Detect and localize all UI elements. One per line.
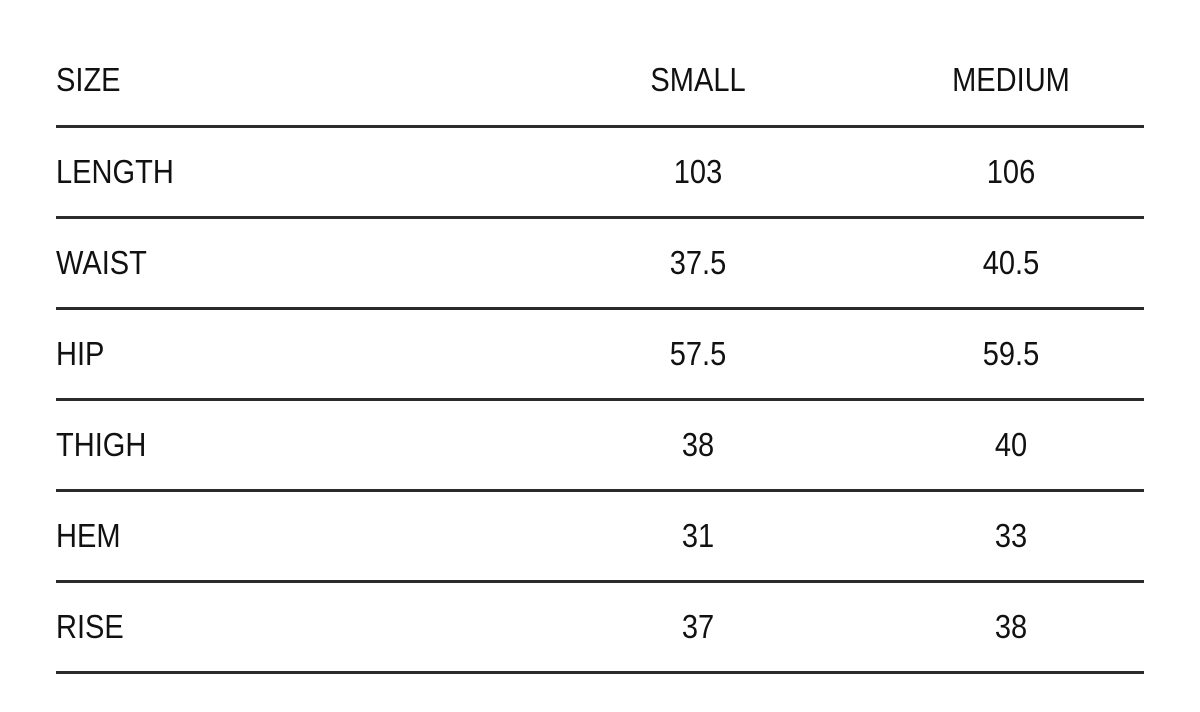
medium-value: 59.5	[982, 335, 1040, 372]
small-value: 103	[673, 153, 723, 190]
header-size-label: SIZE	[56, 60, 121, 98]
small-value: 38	[681, 426, 715, 463]
row-label: HIP	[56, 335, 105, 372]
size-chart-table: SIZE SMALL MEDIUM LENGTH 103 106 WAIST 3…	[56, 34, 1144, 674]
table-row-waist: WAIST 37.5 40.5	[56, 219, 1144, 310]
row-label: HEM	[56, 517, 121, 554]
small-value: 37	[681, 608, 715, 645]
table-row-length: LENGTH 103 106	[56, 128, 1144, 219]
table-header-row: SIZE SMALL MEDIUM	[56, 34, 1144, 128]
table-row-hem: HEM 31 33	[56, 492, 1144, 583]
table-row-thigh: THIGH 38 40	[56, 401, 1144, 492]
row-label: WAIST	[56, 244, 147, 281]
table-row-rise: RISE 37 38	[56, 583, 1144, 674]
medium-value: 38	[994, 608, 1028, 645]
row-label: THIGH	[56, 426, 147, 463]
row-label: RISE	[56, 608, 124, 645]
small-value: 57.5	[669, 335, 727, 372]
small-value: 31	[681, 517, 715, 554]
header-medium: MEDIUM	[952, 60, 1070, 98]
table-row-hip: HIP 57.5 59.5	[56, 310, 1144, 401]
medium-value: 33	[994, 517, 1028, 554]
header-small: SMALL	[650, 60, 746, 98]
medium-value: 106	[986, 153, 1036, 190]
medium-value: 40	[994, 426, 1028, 463]
row-label: LENGTH	[56, 153, 174, 190]
small-value: 37.5	[669, 244, 727, 281]
medium-value: 40.5	[982, 244, 1040, 281]
